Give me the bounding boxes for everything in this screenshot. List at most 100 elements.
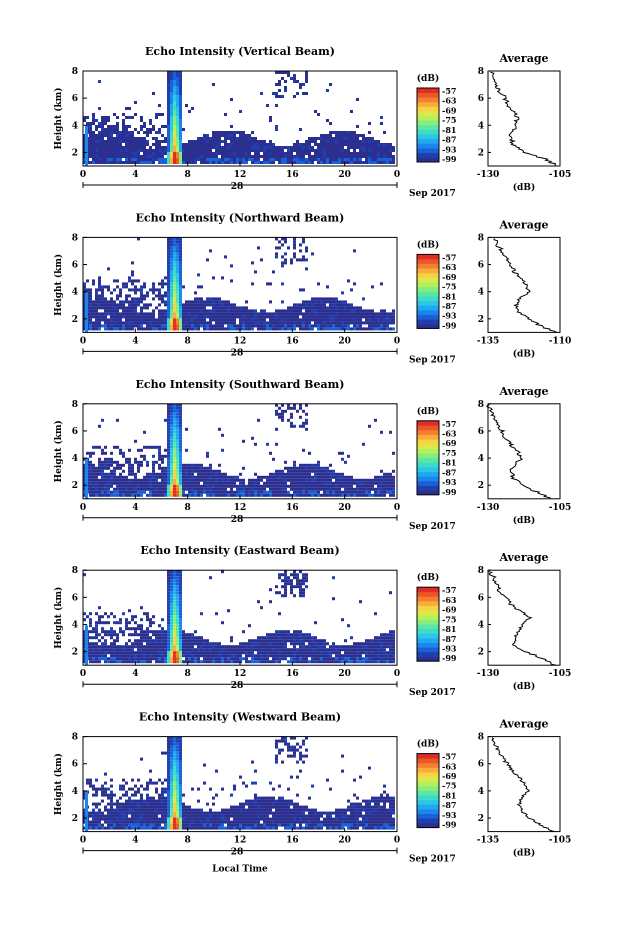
heatmap-cell (329, 475, 332, 479)
heatmap-cell (176, 321, 179, 325)
heatmap-cell (155, 143, 158, 146)
heatmap-cell (314, 466, 317, 470)
heatmap-cell (305, 469, 308, 473)
heatmap-cell (143, 143, 146, 146)
heatmap-cell (176, 412, 179, 416)
heatmap-cell (317, 460, 320, 464)
colorbar-swatch (417, 129, 439, 135)
heatmap-cell (362, 312, 365, 316)
heatmap-cell (275, 255, 278, 259)
heatmap-cell (170, 107, 173, 110)
heatmap-cell (140, 454, 143, 458)
heatmap-cell (209, 318, 212, 322)
heatmap-cell (149, 630, 152, 634)
heatmap-cell (200, 146, 203, 149)
heatmap-cell (311, 324, 314, 328)
heatmap-cell (263, 315, 266, 319)
heatmap-cell (194, 161, 197, 164)
heatmap-cell (113, 478, 116, 482)
heatmap-cell (323, 140, 326, 143)
heatmap-cell (233, 327, 236, 331)
heatmap-cell (281, 739, 284, 743)
heatmap-cell (173, 146, 176, 149)
heatmap-cell (311, 300, 314, 304)
heatmap-cell (284, 80, 287, 83)
heatmap-cell (263, 146, 266, 149)
heatmap-cell (326, 484, 329, 488)
heatmap-cell (269, 645, 272, 649)
heatmap-cell (95, 478, 98, 482)
heatmap-cell (356, 324, 359, 328)
heatmap-cell (152, 654, 155, 658)
heatmap-cell (131, 152, 134, 155)
heatmap-cell (116, 418, 119, 422)
heatmap-cell (203, 487, 206, 491)
heatmap-cell (200, 636, 203, 640)
heatmap-cell (320, 654, 323, 658)
heatmap-cell (170, 324, 173, 328)
heatmap-cell (110, 300, 113, 304)
heatmap-cell (257, 648, 260, 652)
heatmap-cell (281, 490, 284, 494)
heatmap-cell (233, 481, 236, 485)
heatmap-cell (83, 300, 86, 304)
heatmap-cell (359, 645, 362, 649)
heatmap-cell (116, 128, 119, 131)
heatmap-cell (131, 312, 134, 316)
avg-profile-line (487, 570, 557, 666)
heatmap-cell (284, 327, 287, 331)
heatmap-cell (176, 294, 179, 298)
heatmap-cell (251, 648, 254, 652)
heatmap-cell (368, 315, 371, 319)
heatmap-cell (122, 451, 125, 455)
heatmap-cell (179, 451, 182, 455)
heatmap-cell (275, 158, 278, 161)
heatmap-cell (302, 152, 305, 155)
heatmap-cell (170, 270, 173, 274)
heatmap-cell (392, 315, 395, 319)
heatmap-cell (281, 648, 284, 652)
heatmap-cell (224, 140, 227, 143)
heatmap-cell (284, 654, 287, 658)
heatmap-cell (338, 149, 341, 152)
heatmap-cell (95, 466, 98, 470)
heatmap-cell (287, 748, 290, 752)
avg-frame (487, 569, 561, 666)
heatmap-cell (218, 463, 221, 467)
heatmap-cell (197, 654, 200, 658)
heatmap-cell (167, 312, 170, 316)
heatmap-cell (341, 312, 344, 316)
heatmap-cell (200, 639, 203, 643)
heatmap-cell (146, 445, 149, 449)
heatmap-cell (131, 161, 134, 164)
heatmap-cell (374, 490, 377, 494)
heatmap-cell (239, 110, 242, 113)
heatmap-cell (308, 327, 311, 331)
heatmap-cell (290, 149, 293, 152)
heatmap-cell (248, 648, 251, 652)
heatmap-cell (206, 645, 209, 649)
heatmap-cell (212, 309, 215, 313)
heatmap-cell (179, 657, 182, 661)
heatmap-cell (176, 585, 179, 589)
heatmap-cell (314, 475, 317, 479)
heatmap-cell (275, 490, 278, 494)
heatmap-cell (143, 651, 146, 655)
heatmap-cell (98, 155, 101, 158)
heatmap-cell (83, 463, 86, 467)
heatmap-cell (311, 327, 314, 331)
heatmap-cell (167, 403, 170, 407)
heatmap-cell (302, 83, 305, 86)
heatmap-cell (95, 288, 98, 292)
heatmap-cell (323, 484, 326, 488)
heatmap-cell (230, 279, 233, 283)
heatmap-cell (179, 297, 182, 301)
heatmap-cell (158, 490, 161, 494)
y-axis-label: Height (km) (53, 420, 64, 482)
heatmap-cell (275, 146, 278, 149)
heatmap-cell (173, 137, 176, 140)
heatmap-cell (140, 119, 143, 122)
x-tick-label: 20 (338, 336, 351, 346)
heatmap-cell (92, 445, 95, 449)
heatmap-cell (92, 484, 95, 488)
